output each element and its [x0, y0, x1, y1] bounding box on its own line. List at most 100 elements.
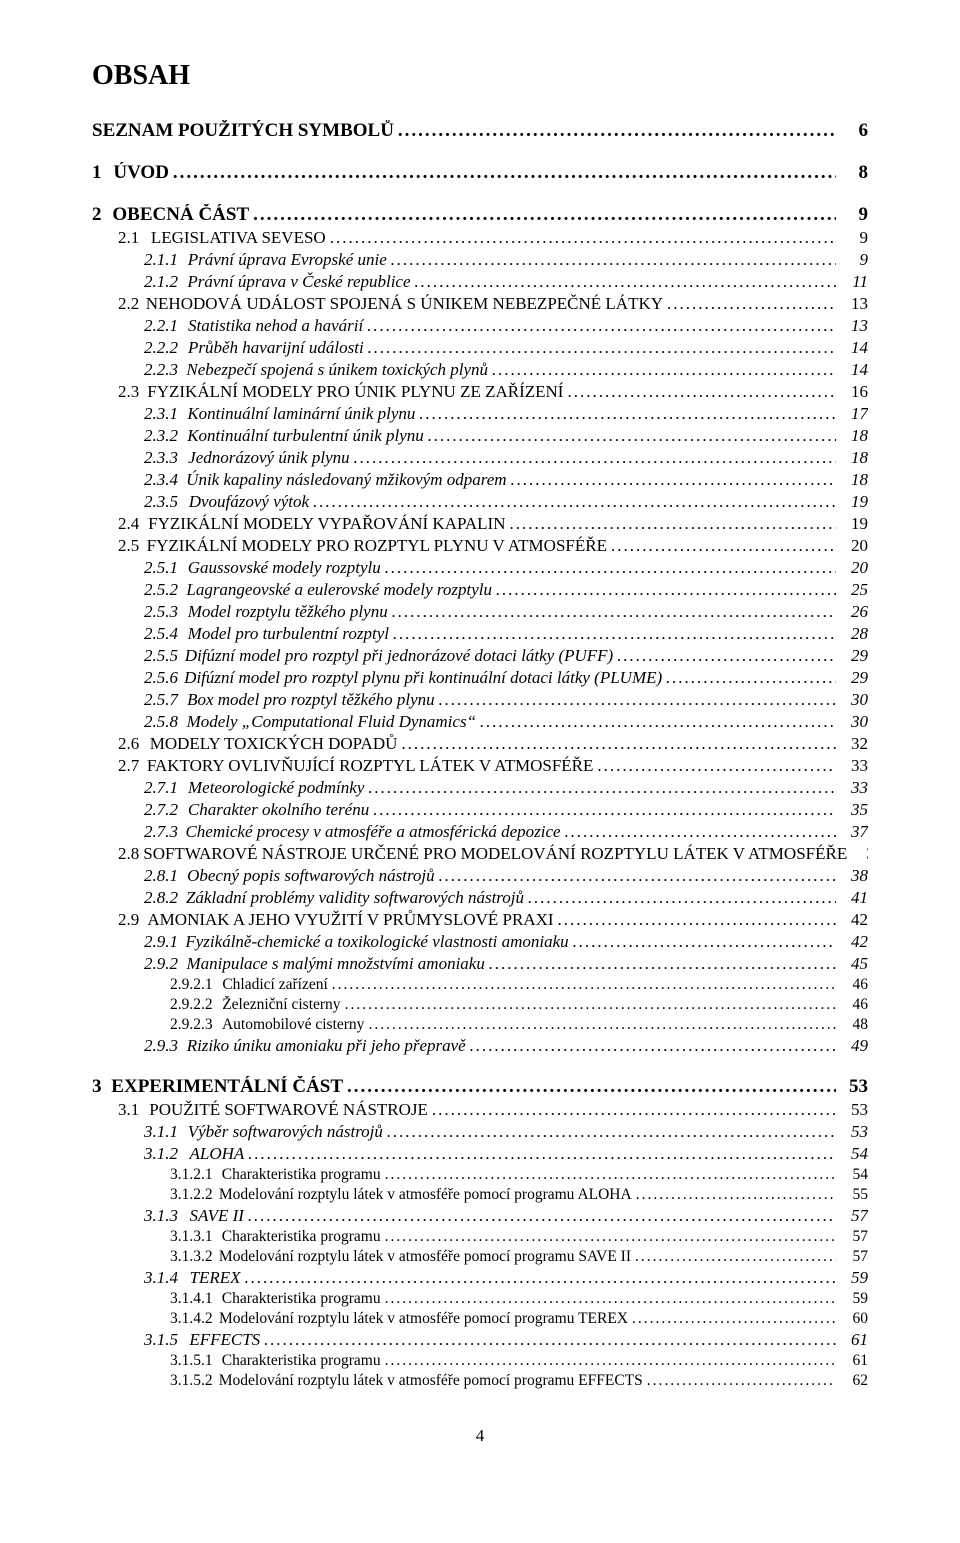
toc-number: 1: [92, 162, 102, 184]
toc-leader-dots: ........................................…: [253, 204, 836, 226]
toc-page: 38: [840, 866, 868, 886]
toc-leader-dots: ........................................…: [345, 996, 836, 1014]
toc-entry[interactable]: 2.9.2.2 Železniční cisterny..............…: [92, 996, 868, 1014]
toc-page: 57: [840, 1248, 868, 1266]
toc-entry[interactable]: 3.1.2ALOHA..............................…: [92, 1144, 868, 1164]
toc-entry[interactable]: 3.1.4TEREX..............................…: [92, 1268, 868, 1288]
toc-entry[interactable]: 3.1.3SAVE II............................…: [92, 1206, 868, 1226]
toc-entry[interactable]: 2.3.2Kontinuální turbulentní únik plynu.…: [92, 426, 868, 446]
toc-entry[interactable]: 3.1.5EFFECTS............................…: [92, 1330, 868, 1350]
toc-entry[interactable]: 2.9.1Fyzikálně-chemické a toxikologické …: [92, 932, 868, 952]
toc-entry[interactable]: 2.5.2Lagrangeovské a eulerovské modely r…: [92, 580, 868, 600]
toc-label: SAVE II: [190, 1206, 244, 1226]
toc-leader-dots: ........................................…: [354, 448, 836, 468]
toc-leader-dots: ........................................…: [385, 1228, 836, 1246]
toc-page: 28: [840, 624, 868, 644]
toc-entry[interactable]: 2.7.1Meteorologické podmínky............…: [92, 778, 868, 798]
toc-leader-dots: ........................................…: [392, 602, 836, 622]
toc-entry[interactable]: 2.9.2.1Chladicí zařízení................…: [92, 976, 868, 994]
toc-entry[interactable]: 3.1.5.2Modelování rozptylu látek v atmos…: [92, 1372, 868, 1390]
toc-entry[interactable]: 2.1LEGISLATIVA SEVESO...................…: [92, 228, 868, 248]
toc-entry[interactable]: 2.5.8Modely „Computational Fluid Dynamic…: [92, 712, 868, 732]
toc-number: 2.5.4: [144, 624, 178, 644]
toc-page: 30: [840, 712, 868, 732]
toc-entry[interactable]: 2.5.3Model rozptylu těžkého plynu.......…: [92, 602, 868, 622]
toc-entry[interactable]: 2.5.5Difúzní model pro rozptyl při jedno…: [92, 646, 868, 666]
toc-label: Jednorázový únik plynu: [188, 448, 349, 468]
toc-leader-dots: ........................................…: [330, 228, 836, 248]
toc-entry[interactable]: 2.7FAKTORY OVLIVŇUJÍCÍ ROZPTYL LÁTEK V A…: [92, 756, 868, 776]
toc-number: 2.6: [118, 734, 139, 754]
toc-page: 29: [840, 646, 868, 666]
toc-entry[interactable]: 3.1.2.1Charakteristika programu.........…: [92, 1166, 868, 1184]
toc-label: ALOHA: [190, 1144, 245, 1164]
toc-page: 49: [840, 1036, 868, 1056]
toc-label: Difúzní model pro rozptyl plynu při kont…: [184, 668, 662, 688]
toc-entry[interactable]: 2.9.2Manipulace s malými množstvími amon…: [92, 954, 868, 974]
toc-entry[interactable]: 3.1.1Výběr softwarových nástrojů........…: [92, 1122, 868, 1142]
toc-entry[interactable]: 2.2.1Statistika nehod a havárií.........…: [92, 316, 868, 336]
toc-number: 3: [92, 1076, 102, 1098]
toc-entry[interactable]: 2.3FYZIKÁLNÍ MODELY PRO ÚNIK PLYNU ZE ZA…: [92, 382, 868, 402]
toc-leader-dots: ........................................…: [248, 1206, 836, 1226]
toc-entry[interactable]: 2.9.3Riziko úniku amoniaku při jeho přep…: [92, 1036, 868, 1056]
toc-leader-dots: ........................................…: [391, 250, 836, 270]
toc-page: 20: [840, 558, 868, 578]
toc-leader-dots: ........................................…: [565, 822, 836, 842]
toc-number: 2.9.2.2: [170, 996, 213, 1014]
toc-leader-dots: ........................................…: [470, 1036, 836, 1056]
toc-entry[interactable]: 2.8.1Obecný popis softwarových nástrojů.…: [92, 866, 868, 886]
toc-entry[interactable]: SEZNAM POUŽITÝCH SYMBOLŮ................…: [92, 120, 868, 142]
toc-entry[interactable]: 3.1.4.1Charakteristika programu.........…: [92, 1290, 868, 1308]
toc-entry[interactable]: 2.9AMONIAK A JEHO VYUŽITÍ V PRŮMYSLOVÉ P…: [92, 910, 868, 930]
toc-label: Difúzní model pro rozptyl při jednorázov…: [185, 646, 613, 666]
toc-entry[interactable]: 2.6MODELY TOXICKÝCH DOPADŮ..............…: [92, 734, 868, 754]
toc-entry[interactable]: 2.3.5Dvoufázový výtok...................…: [92, 492, 868, 512]
toc-entry[interactable]: 3.1.4.2Modelování rozptylu látek v atmos…: [92, 1310, 868, 1328]
toc-leader-dots: ........................................…: [632, 1310, 836, 1328]
toc-entry[interactable]: 2.7.2Charakter okolního terénu..........…: [92, 800, 868, 820]
toc-entry[interactable]: 2.7.3Chemické procesy v atmosféře a atmo…: [92, 822, 868, 842]
toc-page: 61: [840, 1330, 868, 1350]
toc-entry[interactable]: 2.5.1Gaussovské modely rozptylu.........…: [92, 558, 868, 578]
toc-page: 17: [840, 404, 868, 424]
toc-entry[interactable]: 2.2NEHODOVÁ UDÁLOST SPOJENÁ S ÚNIKEM NEB…: [92, 294, 868, 314]
toc-entry[interactable]: 2.3.3Jednorázový únik plynu.............…: [92, 448, 868, 468]
toc-leader-dots: ........................................…: [439, 866, 836, 886]
toc-label: Právní úprava Evropské unie: [188, 250, 387, 270]
toc-label: Lagrangeovské a eulerovské modely rozpty…: [186, 580, 492, 600]
toc-entry[interactable]: 3.1.3.1Charakteristika programu.........…: [92, 1228, 868, 1246]
toc-entry[interactable]: 2.8SOFTWAROVÉ NÁSTROJE URČENÉ PRO MODELO…: [92, 844, 868, 864]
toc-number: 3.1.3.1: [170, 1228, 213, 1246]
toc-entry[interactable]: 3.1POUŽITÉ SOFTWAROVÉ NÁSTROJE..........…: [92, 1100, 868, 1120]
toc-entry[interactable]: 3.1.3.2Modelování rozptylu látek v atmos…: [92, 1248, 868, 1266]
toc-entry[interactable]: 2.5.7Box model pro rozptyl těžkého plynu…: [92, 690, 868, 710]
toc-entry[interactable]: 2.1.2Právní úprava v České republice....…: [92, 272, 868, 292]
toc-entry[interactable]: 2OBECNÁ ČÁST............................…: [92, 204, 868, 226]
toc-leader-dots: ........................................…: [368, 338, 836, 358]
toc-page: 11: [840, 272, 868, 292]
toc-entry[interactable]: 2.3.4Únik kapaliny následovaný mžikovým …: [92, 470, 868, 490]
toc-label: Kontinuální laminární únik plynu: [187, 404, 415, 424]
toc-entry[interactable]: 2.5.6Difúzní model pro rozptyl plynu při…: [92, 668, 868, 688]
toc-entry[interactable]: 2.8.2Základní problémy validity softwaro…: [92, 888, 868, 908]
toc-label: EFFECTS: [189, 1330, 260, 1350]
toc-label: AMONIAK A JEHO VYUŽITÍ V PRŮMYSLOVÉ PRAX…: [147, 910, 553, 930]
toc-entry[interactable]: 2.5.4Model pro turbulentní rozptyl......…: [92, 624, 868, 644]
toc-entry[interactable]: 2.4FYZIKÁLNÍ MODELY VYPAŘOVÁNÍ KAPALIN..…: [92, 514, 868, 534]
toc-label: Box model pro rozptyl těžkého plynu: [187, 690, 435, 710]
toc-leader-dots: ........................................…: [428, 426, 836, 446]
toc-entry[interactable]: 2.3.1Kontinuální laminární únik plynu...…: [92, 404, 868, 424]
toc-label: Železniční cisterny: [222, 996, 340, 1014]
toc-entry[interactable]: 2.9.2.3Automobilové cisterny............…: [92, 1016, 868, 1034]
toc-entry[interactable]: 3EXPERIMENTÁLNÍ ČÁST....................…: [92, 1076, 868, 1098]
toc-leader-dots: ........................................…: [439, 690, 836, 710]
toc-entry[interactable]: 2.1.1Právní úprava Evropské unie........…: [92, 250, 868, 270]
toc-entry[interactable]: 3.1.2.2Modelování rozptylu látek v atmos…: [92, 1186, 868, 1204]
toc-entry[interactable]: 3.1.5.1Charakteristika programu.........…: [92, 1352, 868, 1370]
toc-entry[interactable]: 2.2.3Nebezpečí spojená s únikem toxickýc…: [92, 360, 868, 380]
toc-entry[interactable]: 1ÚVOD...................................…: [92, 162, 868, 184]
toc-page: 54: [840, 1144, 868, 1164]
toc-entry[interactable]: 2.5FYZIKÁLNÍ MODELY PRO ROZPTYL PLYNU V …: [92, 536, 868, 556]
toc-entry[interactable]: 2.2.2Průběh havarijní události..........…: [92, 338, 868, 358]
